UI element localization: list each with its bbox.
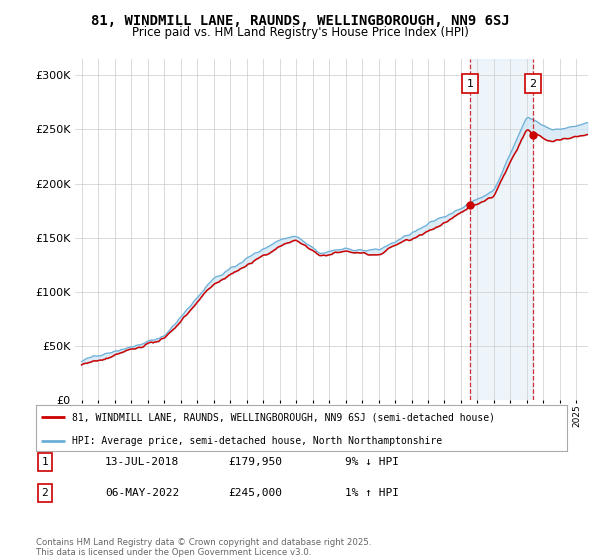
- Text: 2: 2: [529, 79, 536, 88]
- Text: 81, WINDMILL LANE, RAUNDS, WELLINGBOROUGH, NN9 6SJ: 81, WINDMILL LANE, RAUNDS, WELLINGBOROUG…: [91, 14, 509, 28]
- Text: £245,000: £245,000: [228, 488, 282, 498]
- Text: £179,950: £179,950: [228, 457, 282, 467]
- Text: 1% ↑ HPI: 1% ↑ HPI: [345, 488, 399, 498]
- Text: 81, WINDMILL LANE, RAUNDS, WELLINGBOROUGH, NN9 6SJ (semi-detached house): 81, WINDMILL LANE, RAUNDS, WELLINGBOROUG…: [72, 412, 495, 422]
- Text: HPI: Average price, semi-detached house, North Northamptonshire: HPI: Average price, semi-detached house,…: [72, 436, 442, 446]
- Text: 06-MAY-2022: 06-MAY-2022: [105, 488, 179, 498]
- Text: Contains HM Land Registry data © Crown copyright and database right 2025.
This d: Contains HM Land Registry data © Crown c…: [36, 538, 371, 557]
- Text: 13-JUL-2018: 13-JUL-2018: [105, 457, 179, 467]
- Text: 1: 1: [41, 457, 49, 467]
- Text: 1: 1: [466, 79, 473, 88]
- Text: 9% ↓ HPI: 9% ↓ HPI: [345, 457, 399, 467]
- Text: Price paid vs. HM Land Registry's House Price Index (HPI): Price paid vs. HM Land Registry's House …: [131, 26, 469, 39]
- Bar: [470, 59, 533, 400]
- Text: 2: 2: [41, 488, 49, 498]
